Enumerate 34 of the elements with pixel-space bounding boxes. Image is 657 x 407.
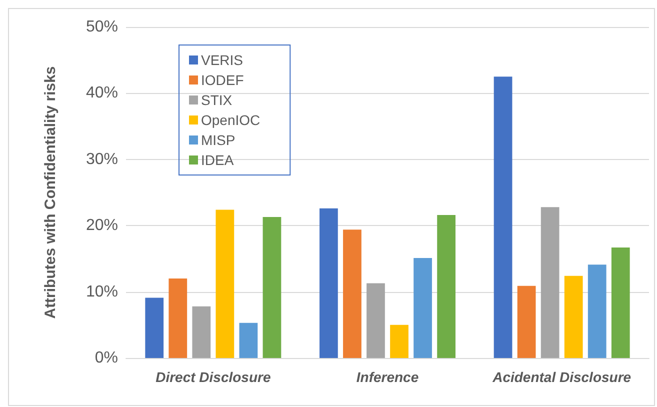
bar xyxy=(588,264,606,358)
y-tick-label: 40% xyxy=(86,84,118,102)
legend-label: MISP xyxy=(201,132,236,148)
bar xyxy=(611,247,630,358)
x-tick-label: Acidental Disclosure xyxy=(492,369,632,385)
bar xyxy=(320,208,338,358)
x-tick-label: Direct Disclosure xyxy=(156,369,271,385)
bar xyxy=(366,283,385,358)
bar xyxy=(192,306,211,358)
bar xyxy=(564,276,583,358)
bar xyxy=(390,324,408,358)
bar xyxy=(494,76,512,358)
bar xyxy=(239,322,258,358)
legend-label: VERIS xyxy=(201,52,244,68)
bar xyxy=(343,230,362,358)
legend-label: STIX xyxy=(201,92,233,108)
bar xyxy=(540,207,560,358)
bar xyxy=(145,298,164,358)
bar xyxy=(517,286,536,358)
y-axis-title: Attributes with Confidentiality risks xyxy=(42,66,59,319)
x-tick-label: Inference xyxy=(356,369,419,385)
y-tick-label: 30% xyxy=(86,150,118,168)
legend-label: OpenIOC xyxy=(201,112,260,128)
bar xyxy=(414,258,432,358)
bar xyxy=(168,278,188,358)
bar xyxy=(216,210,234,358)
y-tick-label: 10% xyxy=(86,283,118,300)
y-tick-label: 50% xyxy=(86,18,118,36)
bar xyxy=(262,216,282,358)
bar xyxy=(437,215,456,358)
y-tick-label: 0% xyxy=(94,350,118,366)
legend-label: IDEA xyxy=(201,152,234,168)
y-tick-label: 20% xyxy=(86,217,118,234)
legend-label: IODEF xyxy=(201,72,244,88)
